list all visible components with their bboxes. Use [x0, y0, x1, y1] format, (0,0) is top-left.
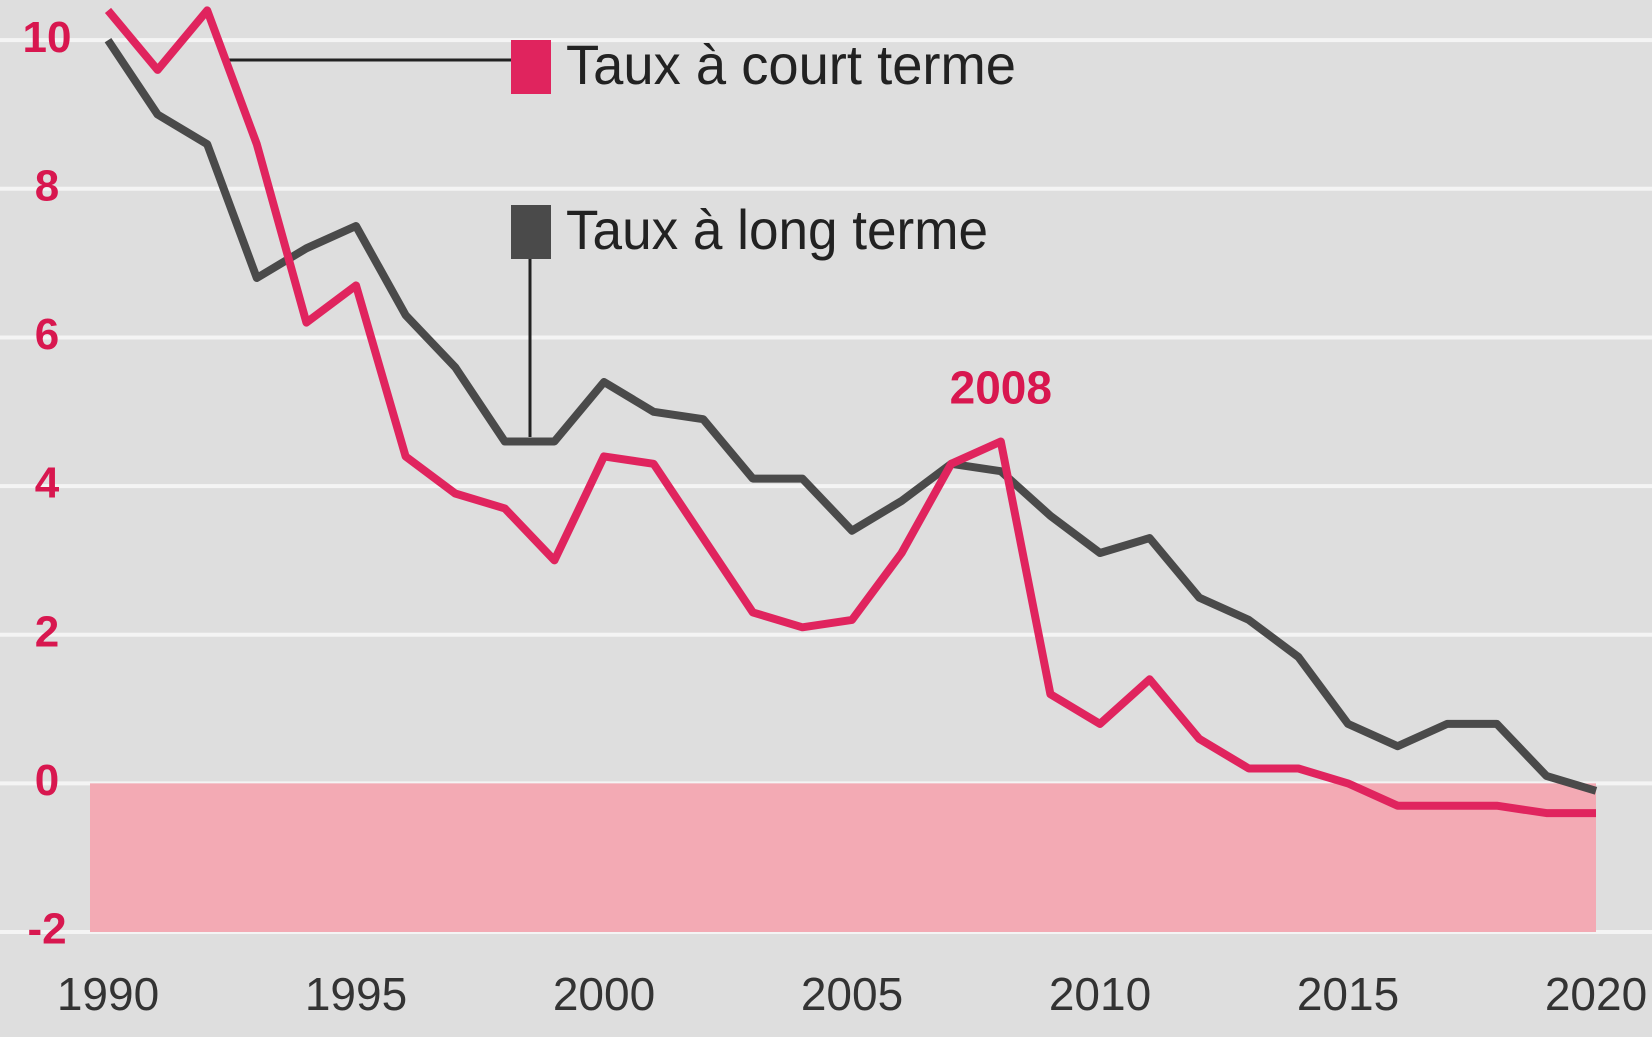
legend-swatch	[511, 205, 551, 259]
x-tick-label: 2020	[1545, 968, 1647, 1020]
legend-label: Taux à long terme	[566, 198, 988, 261]
x-tick-label: 1990	[57, 968, 159, 1020]
legend: Taux à court terme Taux à long terme	[511, 33, 1016, 261]
y-tick-label: 0	[35, 756, 59, 805]
series-line	[104, 6, 1596, 818]
y-tick-label: -2	[27, 905, 66, 954]
y-tick-label: 4	[35, 459, 60, 508]
negative-band	[90, 783, 1596, 932]
x-tick-label: 2005	[801, 968, 903, 1020]
x-tick-label: 2000	[553, 968, 655, 1020]
y-tick-label: 8	[35, 161, 59, 210]
legend-swatch	[511, 40, 551, 94]
negative-zone	[90, 783, 1596, 932]
legend-label: Taux à court terme	[566, 33, 1016, 96]
series-line	[104, 37, 1598, 795]
lines	[104, 37, 1598, 795]
y-tick-label: 6	[35, 310, 59, 359]
x-tick-label: 1995	[305, 968, 407, 1020]
x-tick-label: 2015	[1297, 968, 1399, 1020]
x-tick-label: 2010	[1049, 968, 1151, 1020]
annotation: 2008	[950, 362, 1052, 414]
labels: -2 0 2 4 6 8 10 1990 1995 2000 2005 2010 2015 2020 200…	[23, 13, 1648, 1020]
y-tick-label: 2	[35, 607, 59, 656]
y-tick-label: 10	[23, 13, 72, 62]
